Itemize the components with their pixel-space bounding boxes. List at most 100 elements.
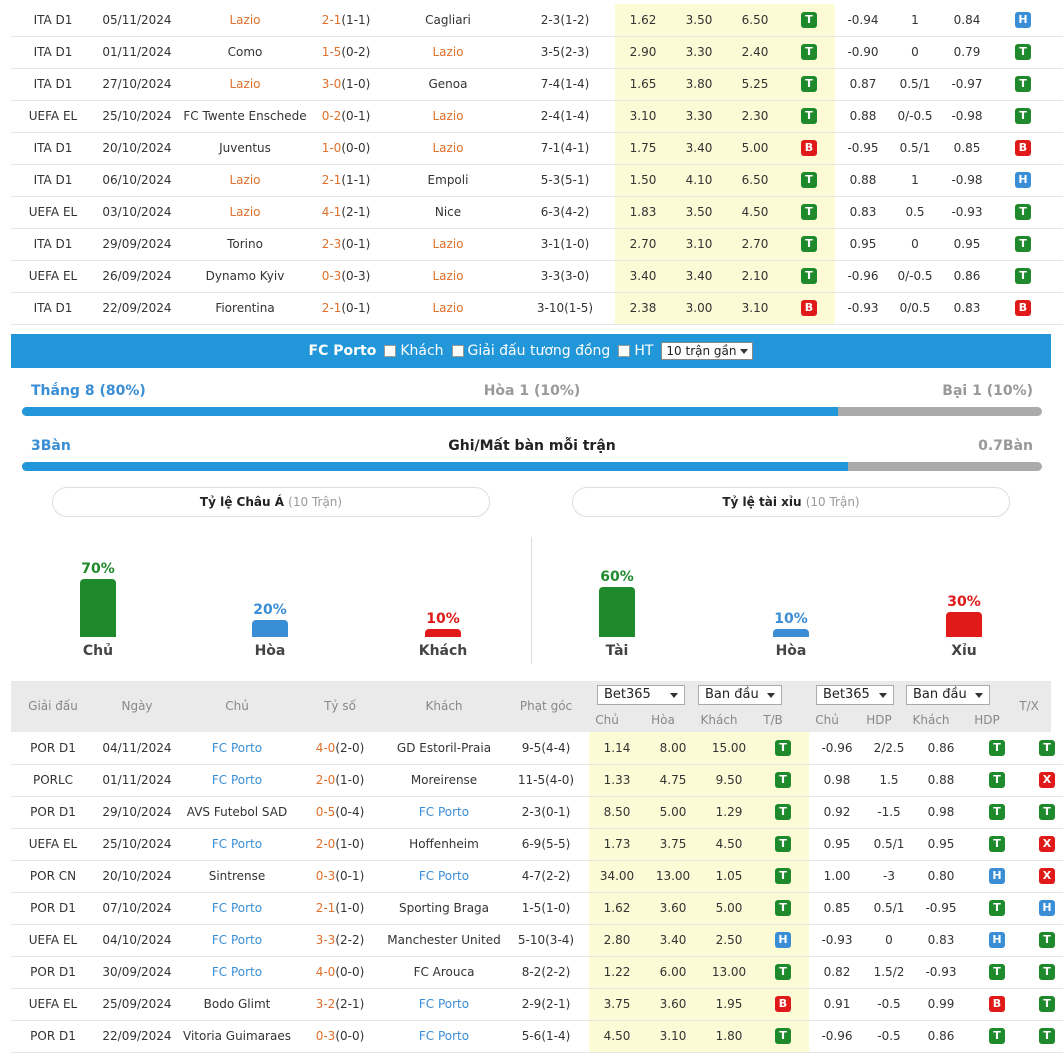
away-team-link[interactable]: Manchester United (387, 933, 501, 947)
full-time-score[interactable]: 2-0 (315, 837, 336, 851)
away-team-link[interactable]: Lazio (432, 141, 464, 155)
odds-home: 1.33 (589, 764, 645, 797)
home-team-link[interactable]: FC Porto (211, 773, 263, 787)
result-badge-t: T (989, 739, 1005, 756)
away-checkbox[interactable] (384, 345, 397, 357)
away-team-link[interactable]: GD Estoril-Praia (396, 740, 492, 755)
home-team-link[interactable]: Lazio (229, 12, 261, 27)
odds-away: 9.50 (701, 764, 757, 797)
away-team-link[interactable]: Genoa (428, 77, 468, 91)
home-team-link[interactable]: FC Porto (211, 901, 263, 915)
odds-away: 15.00 (701, 732, 757, 765)
home-team-link[interactable]: AVS Futebol SAD (186, 805, 288, 819)
col-hdp-home: Chủ (815, 713, 839, 727)
filter-away-option[interactable]: Khách (384, 343, 444, 359)
filter-ht-option[interactable]: HT (618, 343, 653, 359)
hdp-line: 0.5/1 (891, 68, 939, 101)
home-team-link[interactable]: Vitoria Guimaraes (183, 1029, 291, 1043)
col-league: Giải đấu (28, 699, 78, 713)
result-badge-t: T (989, 804, 1005, 820)
full-time-score[interactable]: 3-3 (315, 933, 336, 947)
home-team-link[interactable]: Juventus (219, 141, 271, 155)
home-team-link[interactable]: Dynamo Kyiv (205, 269, 285, 283)
porto-table-header: Giải đấu Ngày Chủ Tỷ số Khách Phạt góc B… (11, 681, 1051, 732)
away-team-link[interactable]: Lazio (432, 45, 464, 59)
full-time-score[interactable]: 0-3 (315, 1029, 336, 1043)
odds-type-select-2[interactable]: Ban đầu (906, 685, 990, 705)
home-team-link[interactable]: FC Porto (211, 933, 263, 947)
full-time-score[interactable]: 0-2 (321, 109, 342, 123)
away-team-link[interactable]: Empoli (427, 173, 469, 187)
over-under-tab[interactable]: Tỷ lệ tài xỉu (10 Trận) (572, 487, 1010, 517)
home-team-link[interactable]: Torino (227, 237, 263, 251)
home-team-link[interactable]: FC Porto (211, 837, 263, 851)
result-badge-t: T (775, 836, 791, 852)
corner-score: 5-3(5-1) (515, 164, 615, 197)
away-team-link[interactable]: Sporting Braga (398, 901, 490, 915)
full-time-score[interactable]: 2-1 (315, 901, 336, 915)
result-badge-b: B (801, 140, 817, 156)
away-team-link[interactable]: FC Porto (418, 1029, 470, 1043)
home-team-link[interactable]: FC Porto (211, 740, 263, 755)
full-time-score[interactable]: 0-5 (315, 805, 336, 819)
full-time-score[interactable]: 1-5 (321, 45, 342, 59)
full-time-score[interactable]: 2-3 (321, 237, 342, 251)
col-hdp-away: Khách (912, 713, 950, 727)
result-badge-t: T (1015, 268, 1031, 284)
away-team-link[interactable]: Cagliari (425, 12, 471, 27)
full-time-score[interactable]: 2-1 (321, 12, 342, 27)
home-team-link[interactable]: FC Porto (211, 965, 263, 979)
home-team-link[interactable]: Como (227, 45, 263, 59)
away-team-link[interactable]: Nice (434, 205, 462, 219)
away-team-link[interactable]: Lazio (432, 109, 464, 123)
bookmaker-select-2[interactable]: Bet365 (816, 685, 894, 705)
away-team-link[interactable]: FC Porto (418, 869, 470, 883)
home-team-link[interactable]: Bodo Glimt (203, 997, 271, 1011)
odds-draw: 3.50 (671, 196, 727, 229)
home-team-link[interactable]: Lazio (229, 77, 261, 91)
full-time-score[interactable]: 4-1 (321, 205, 342, 219)
odds-type-1-value: Ban đầu (705, 687, 759, 702)
recent-matches-select[interactable]: 10 trận gần (661, 342, 754, 360)
full-time-score[interactable]: 3-0 (321, 77, 342, 91)
bar-percent: 10% (426, 611, 460, 627)
corner-score: 3-3(3-0) (515, 260, 615, 293)
bookmaker-select-1[interactable]: Bet365 (597, 685, 685, 705)
full-time-score[interactable]: 3-2 (315, 997, 336, 1011)
match-row: ITA D1 27/10/2024 Lazio 3-0(1-0) Genoa 7… (11, 68, 1063, 101)
away-team-link[interactable]: Moreirense (410, 773, 478, 787)
odds-away: 13.00 (701, 956, 757, 989)
home-team-link[interactable]: Lazio (229, 173, 261, 187)
away-team-link[interactable]: Lazio (432, 301, 464, 315)
full-time-score[interactable]: 4-0 (315, 740, 336, 755)
home-team-link[interactable]: FC Twente Enschede (183, 109, 307, 123)
odds-away: 1.80 (701, 1020, 757, 1053)
away-team-link[interactable]: FC Arouca (413, 965, 475, 979)
full-time-score[interactable]: 4-0 (315, 965, 336, 979)
odds-type-select-1[interactable]: Ban đầu (698, 685, 782, 705)
away-team-link[interactable]: Lazio (432, 269, 464, 283)
full-time-score[interactable]: 1-0 (321, 141, 342, 155)
away-team-link[interactable]: FC Porto (418, 997, 470, 1011)
home-team-link[interactable]: Lazio (229, 205, 261, 219)
bar-label: Hòa (775, 643, 807, 659)
full-time-score[interactable]: 0-3 (321, 269, 342, 283)
full-time-score[interactable]: 2-1 (321, 173, 342, 187)
chevron-down-icon (740, 348, 749, 354)
bar-column (425, 629, 461, 637)
away-team-link[interactable]: Lazio (432, 237, 464, 251)
full-time-score[interactable]: 2-1 (321, 301, 342, 315)
ht-checkbox[interactable] (618, 345, 631, 357)
same-league-checkbox[interactable] (451, 345, 464, 357)
hdp-home-odds: -0.96 (809, 732, 865, 765)
full-time-score[interactable]: 0-3 (315, 869, 336, 883)
home-team-link[interactable]: Fiorentina (215, 301, 275, 315)
full-time-score[interactable]: 2-0 (315, 773, 336, 787)
hdp-home-odds: 0.92 (809, 796, 865, 829)
result-badge-h: H (989, 932, 1005, 948)
home-team-link[interactable]: Sintrense (208, 869, 266, 883)
away-team-link[interactable]: Hoffenheim (409, 837, 479, 851)
away-team-link[interactable]: FC Porto (418, 805, 470, 819)
filter-same-league-option[interactable]: Giải đấu tương đồng (451, 343, 610, 359)
asian-odds-tab[interactable]: Tỷ lệ Châu Á (10 Trận) (52, 487, 490, 517)
